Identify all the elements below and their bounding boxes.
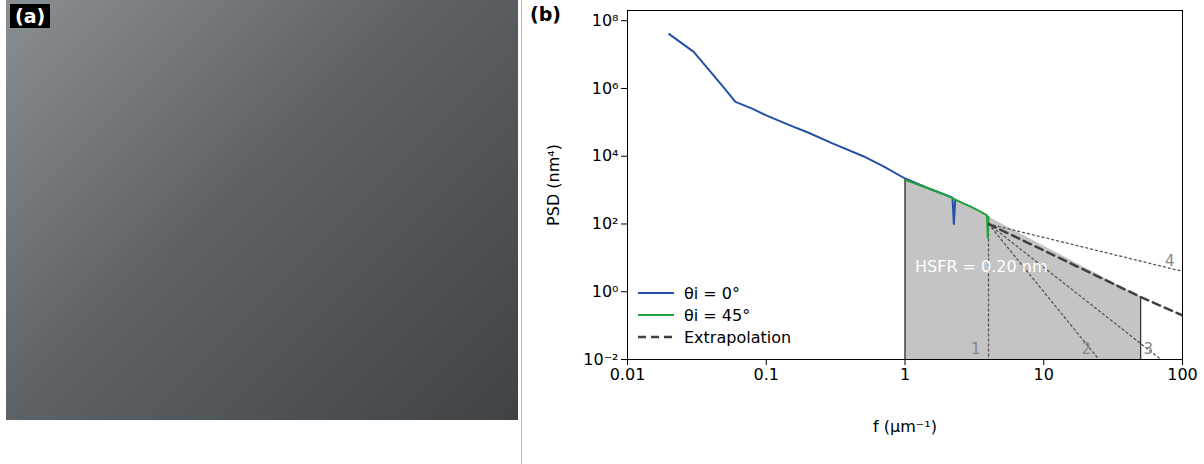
svg-text:0.01: 0.01: [610, 365, 646, 384]
svg-text:3: 3: [1143, 340, 1153, 358]
svg-text:HSFR = 0.20 nm: HSFR = 0.20 nm: [915, 257, 1048, 276]
html-text:θi = 45°: θi = 45°: [684, 305, 751, 325]
svg-text:1: 1: [900, 365, 910, 384]
html-text:Extrapolation: Extrapolation: [684, 327, 792, 347]
svg-text:10⁶: 10⁶: [592, 79, 619, 98]
svg-text:2: 2: [1081, 340, 1091, 358]
svg-text:10⁻²: 10⁻²: [583, 349, 619, 369]
svg-text:1: 1: [971, 340, 981, 358]
svg-text:10⁴: 10⁴: [592, 146, 619, 165]
svg-text:10²: 10²: [592, 214, 619, 233]
svg-text:100: 100: [1167, 365, 1198, 384]
svg-text:0.1: 0.1: [754, 365, 779, 384]
svg-text:10: 10: [1034, 365, 1054, 384]
html-text:(a): (a): [15, 5, 46, 27]
html-text:θi = 0°: θi = 0°: [684, 283, 740, 303]
html-text:(b): (b): [530, 3, 561, 25]
svg-text:10⁸: 10⁸: [592, 11, 619, 30]
svg-text:4: 4: [1165, 252, 1175, 270]
svg-text:f (µm⁻¹): f (µm⁻¹): [873, 417, 937, 436]
svg-text:PSD (nm⁴): PSD (nm⁴): [544, 144, 563, 226]
svg-text:10⁰: 10⁰: [592, 282, 619, 301]
